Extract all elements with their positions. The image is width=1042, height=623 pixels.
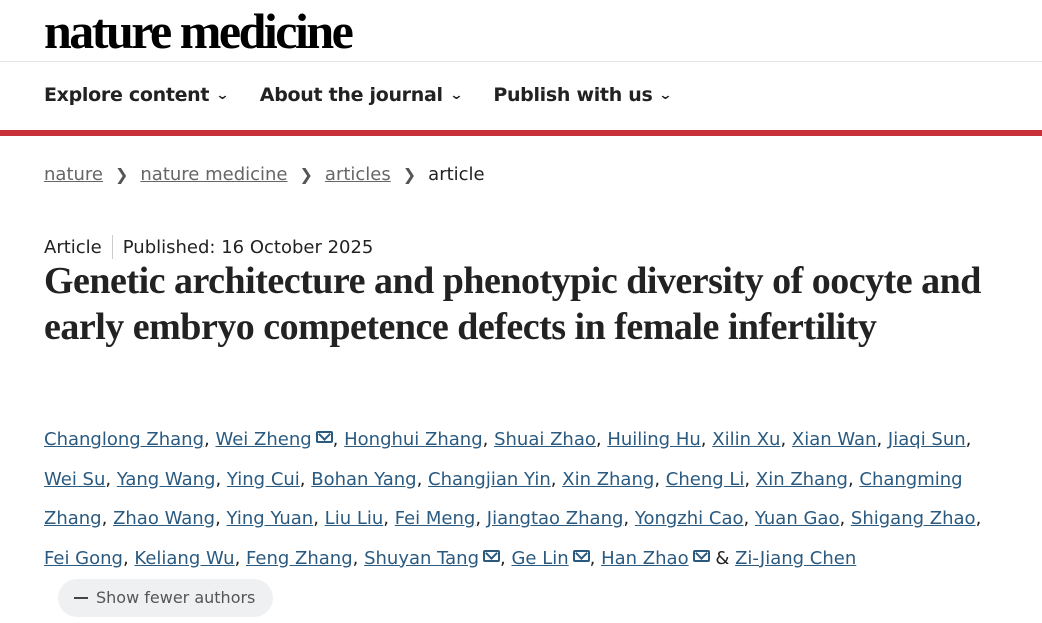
author-list: Changlong Zhang, Wei Zheng, Honghui Zhan… <box>44 420 984 618</box>
chevron-down-icon: ⌄ <box>658 87 673 103</box>
author-link[interactable]: Shuai Zhao <box>494 429 596 450</box>
breadcrumb-nature-medicine[interactable]: nature medicine <box>140 164 288 185</box>
author-link[interactable]: Zhao Wang <box>113 508 216 529</box>
author-link[interactable]: Changlong Zhang <box>44 429 205 450</box>
author-link[interactable]: Changjian Yin <box>428 468 551 490</box>
mail-icon[interactable] <box>315 431 333 443</box>
author-link[interactable]: Yongzhi Cao <box>634 508 744 529</box>
author-link[interactable]: Jiangtao Zhang <box>486 508 624 529</box>
author-link[interactable]: Yang Wang <box>116 468 216 490</box>
author-link[interactable]: Han Zhao <box>601 547 689 569</box>
author-link[interactable]: Xilin Xu <box>712 429 781 450</box>
nav-explore-content[interactable]: Explore content ⌄ <box>44 84 230 106</box>
nav-label: Explore content <box>44 84 210 106</box>
chevron-right-icon: ❯ <box>299 165 313 184</box>
breadcrumb-current: article <box>428 164 485 185</box>
chevron-down-icon: ⌄ <box>449 87 463 103</box>
author-link[interactable]: Yuan Gao <box>754 508 840 529</box>
author-link[interactable]: Xin Zhang <box>755 468 848 490</box>
mail-icon[interactable] <box>572 549 590 562</box>
author-link[interactable]: Ge Lin <box>511 547 569 569</box>
author-link[interactable]: Xian Wan <box>791 429 877 450</box>
nav-label: Publish with us <box>493 84 653 106</box>
author-link[interactable]: Ying Yuan <box>226 508 314 529</box>
author-link[interactable]: Liu Liu <box>324 508 384 529</box>
breadcrumb: nature ❯ nature medicine ❯ articles ❯ ar… <box>44 164 485 185</box>
accent-bar <box>0 130 1042 136</box>
author-link[interactable]: Wei Zheng <box>215 429 312 450</box>
author-link[interactable]: Feng Zhang <box>246 547 353 569</box>
chevron-right-icon: ❯ <box>402 165 417 184</box>
breadcrumb-articles[interactable]: articles <box>324 164 391 185</box>
nav-about-journal[interactable]: About the journal ⌄ <box>259 84 463 106</box>
author-link[interactable]: Shigang Zhao <box>850 508 976 529</box>
chevron-down-icon: ⌄ <box>215 87 230 103</box>
author-link[interactable]: Jiaqi Sun <box>887 429 966 450</box>
author-link[interactable]: Bohan Yang <box>311 468 417 490</box>
nav-publish-with-us[interactable]: Publish with us ⌄ <box>493 84 673 106</box>
author-link[interactable]: Keliang Wu <box>134 547 235 569</box>
author-link[interactable]: Shuyan Tang <box>364 547 480 569</box>
main-nav: Explore content ⌄ About the journal ⌄ Publ… <box>44 84 673 106</box>
author-link[interactable]: Wei Su <box>44 468 106 490</box>
article-meta: Article Published: 16 October 2025 <box>44 235 373 259</box>
breadcrumb-nature[interactable]: nature <box>44 164 103 185</box>
show-fewer-label: Show fewer authors <box>96 588 256 608</box>
author-link[interactable]: Zi-Jiang Chen <box>735 547 857 569</box>
author-link[interactable]: Xin Zhang <box>562 468 655 490</box>
show-fewer-authors-button[interactable]: Show fewer authors <box>58 579 274 617</box>
published-date: Published: 16 October 2025 <box>122 236 374 258</box>
author-link[interactable]: Honghui Zhang <box>344 429 483 450</box>
author-link[interactable]: Cheng Li <box>665 468 745 490</box>
journal-logo[interactable]: nature medicine <box>44 3 354 59</box>
chevron-right-icon: ❯ <box>114 165 129 184</box>
author-link[interactable]: Huiling Hu <box>607 429 701 450</box>
author-link[interactable]: Fei Gong <box>44 547 123 569</box>
meta-divider <box>111 235 113 259</box>
author-link[interactable]: Ying Cui <box>226 468 300 490</box>
nav-label: About the journal <box>259 84 443 106</box>
minus-icon <box>74 597 88 599</box>
mail-icon[interactable] <box>692 549 710 562</box>
header-divider <box>0 61 1042 62</box>
article-type: Article <box>44 236 102 258</box>
author-link[interactable]: Changming Zhang <box>44 468 963 530</box>
author-link[interactable]: Fei Meng <box>394 508 476 529</box>
article-title: Genetic architecture and phenotypic dive… <box>44 260 981 348</box>
mail-icon[interactable] <box>483 549 501 562</box>
